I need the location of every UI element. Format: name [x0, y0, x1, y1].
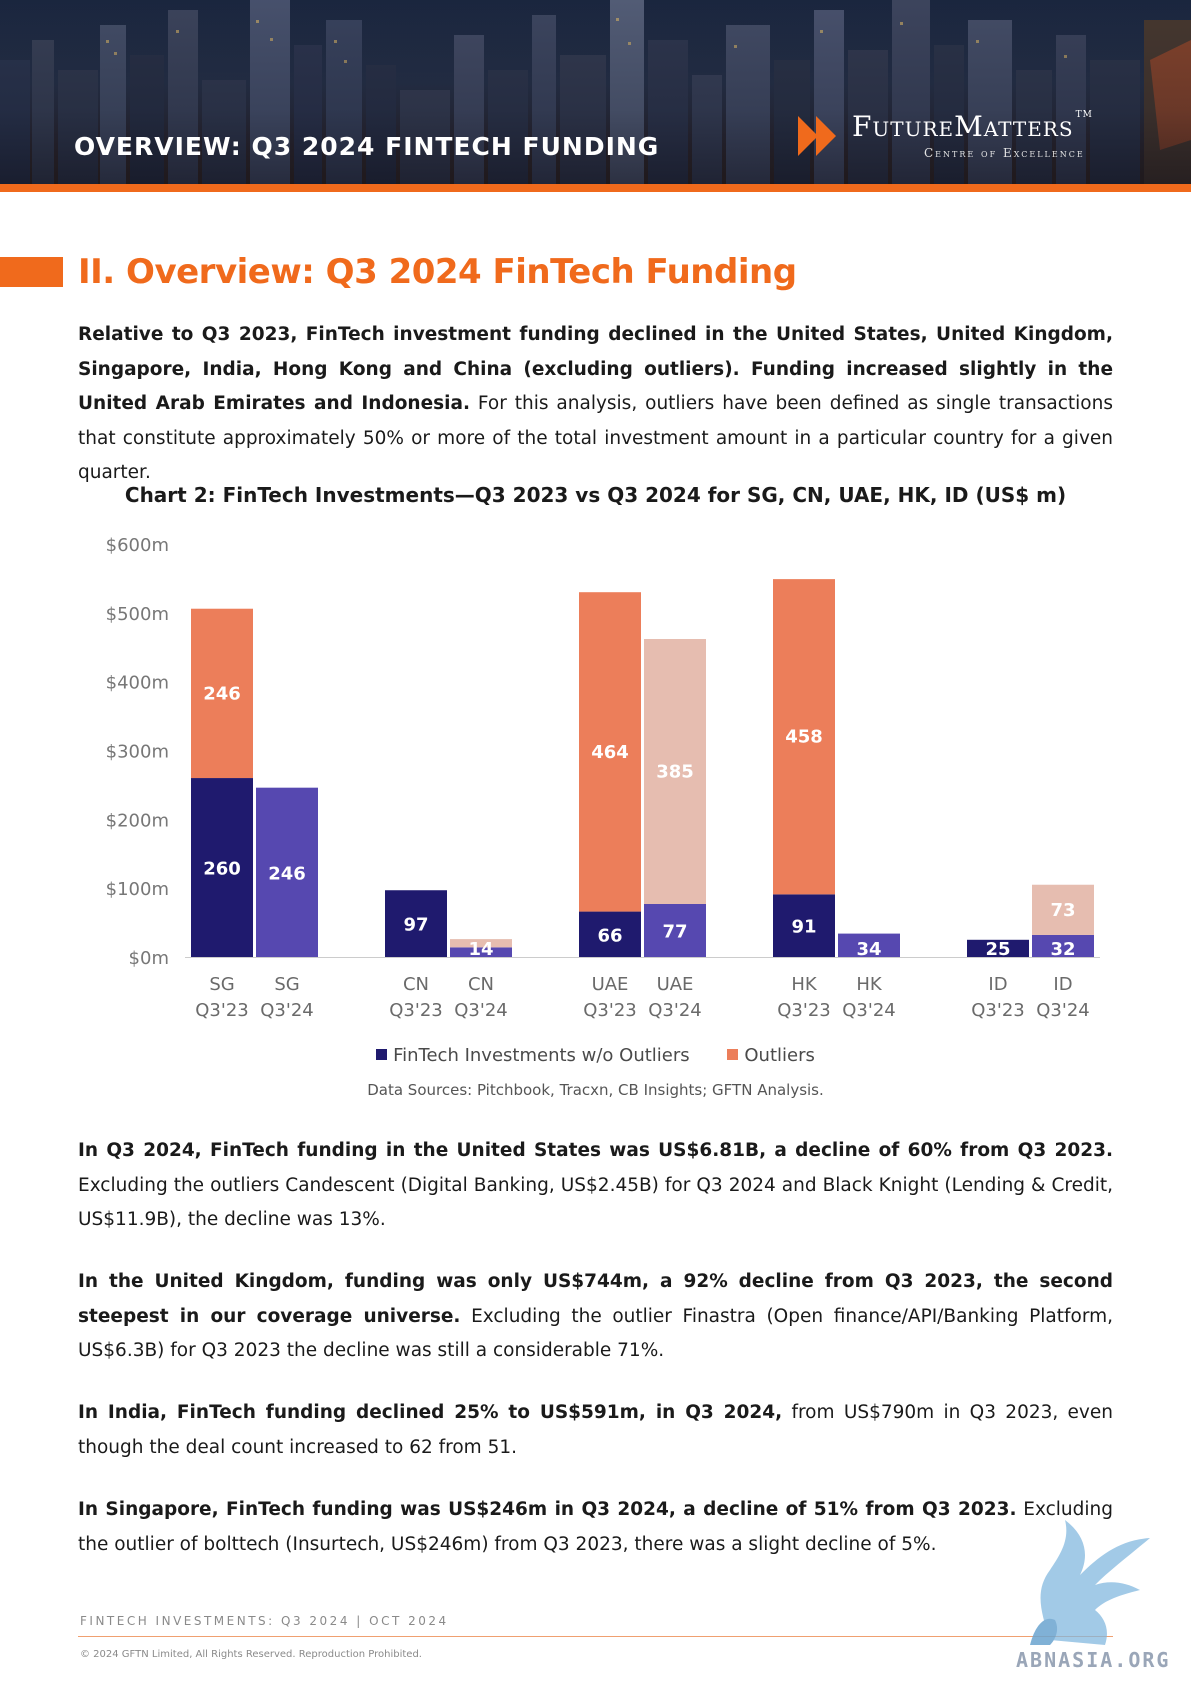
- uk-bold-text: In the United Kingdom, funding was only …: [78, 1271, 1113, 1327]
- chart-source: Data Sources: Pitchbook, Tracxn, CB Insi…: [367, 1081, 824, 1099]
- legend-swatch-outliers: [727, 1049, 739, 1060]
- y-tick-label: $200m: [106, 810, 169, 831]
- us-bold-text: In Q3 2024, FinTech funding in the Unite…: [78, 1140, 1113, 1161]
- banner-overlay: [0, 0, 1191, 184]
- legend-label-base: FinTech Investments w/o Outliers: [393, 1045, 690, 1066]
- double-arrow-icon: [798, 116, 836, 156]
- trademark-mark: TM: [1075, 110, 1093, 120]
- intro-bold-text: Relative to Q3 2023, FinTech investment …: [78, 324, 1113, 414]
- footer-copyright: © 2024 GFTN Limited, All Rights Reserved…: [80, 1649, 422, 1660]
- y-tick-label: $400m: [106, 673, 169, 694]
- data-label-outlier: 464: [591, 742, 629, 763]
- x-tick-country: HK: [856, 974, 883, 995]
- data-label-base: 32: [1050, 939, 1075, 960]
- bar-base-id-q324: [1032, 934, 1094, 957]
- data-label-outlier: 73: [1050, 900, 1075, 921]
- x-tick-country: SG: [274, 974, 299, 995]
- x-tick-country: ID: [988, 974, 1007, 995]
- x-tick-period: Q3'23: [777, 1000, 830, 1021]
- uk-text: Excluding the outlier Finastra (Open fin…: [78, 1305, 1114, 1362]
- y-tick-label: $500m: [106, 604, 169, 625]
- x-tick-country: HK: [791, 974, 818, 995]
- footer-report-label: FINTECH INVESTMENTS: Q3 2024 | OCT 2024: [80, 1614, 449, 1628]
- india-text: from US$790m in Q3 2023, even though the…: [78, 1402, 1113, 1458]
- section-title: II. Overview: Q3 2024 FinTech Funding: [78, 252, 797, 292]
- x-tick-period: Q3'24: [454, 1000, 507, 1021]
- x-tick-country: SG: [209, 974, 234, 995]
- bar-base-hk-q323: [773, 894, 835, 957]
- bar-base-uae-q324: [644, 904, 706, 957]
- bar-base-uae-q323: [579, 911, 641, 957]
- data-label-base: 14: [468, 939, 493, 960]
- bar-base-sg-q324: [256, 787, 318, 957]
- watermark-text: ABNASIA.ORG: [1016, 1648, 1171, 1672]
- chart-title: Chart 2: FinTech Investments—Q3 2023 vs …: [124, 483, 1067, 507]
- india-paragraph: In India, FinTech funding declined 25% t…: [78, 1396, 1113, 1465]
- bar-outlier-uae-q324: [644, 639, 706, 905]
- brand-tagline: Centre of Excellence: [924, 146, 1085, 160]
- bar-outlier-cn-q324: [450, 939, 512, 948]
- bar-base-hk-q324: [838, 933, 900, 957]
- x-tick-period: Q3'24: [842, 1000, 895, 1021]
- bar-outlier-id-q324: [1032, 884, 1094, 935]
- bar-base-sg-q323: [191, 778, 253, 957]
- x-tick-country: CN: [468, 974, 494, 995]
- legend-swatch-base: [376, 1049, 388, 1060]
- bar-base-cn-q324: [450, 947, 512, 957]
- chart-legend: FinTech Investments w/o Outliers Outlier…: [0, 1045, 1191, 1066]
- lion-watermark-logo: [1030, 1520, 1150, 1645]
- header-banner: OVERVIEW: Q3 2024 FINTECH FUNDING Future…: [0, 0, 1191, 184]
- x-tick-period: Q3'24: [260, 1000, 313, 1021]
- data-label-base: 246: [268, 863, 306, 884]
- x-tick-period: Q3'23: [971, 1000, 1024, 1021]
- y-tick-label: $100m: [106, 879, 169, 900]
- header-accent-strip: [0, 184, 1191, 192]
- x-tick-country: UAE: [592, 974, 629, 995]
- data-label-base: 34: [856, 939, 881, 960]
- y-tick-label: $300m: [106, 742, 169, 763]
- banner-title: OVERVIEW: Q3 2024 FINTECH FUNDING: [74, 132, 660, 161]
- bar-base-id-q323: [967, 939, 1029, 957]
- x-tick-period: Q3'24: [1036, 1000, 1089, 1021]
- bar-base-cn-q323: [385, 890, 447, 957]
- uk-paragraph: In the United Kingdom, funding was only …: [78, 1265, 1113, 1369]
- y-tick-label: $0m: [129, 948, 169, 969]
- legend-item-outliers: Outliers: [727, 1045, 815, 1066]
- y-tick-label: $600m: [106, 535, 169, 556]
- india-bold-text: In India, FinTech funding declined 25% t…: [78, 1402, 783, 1423]
- intro-paragraph: Relative to Q3 2023, FinTech investment …: [78, 318, 1113, 491]
- brand-logo: FutureMatters TM Centre of Excellence: [798, 110, 1138, 170]
- us-text: Excluding the outliers Candescent (Digit…: [78, 1174, 1113, 1231]
- bar-outlier-uae-q323: [579, 592, 641, 912]
- x-tick-period: Q3'23: [389, 1000, 442, 1021]
- data-label-outlier: 385: [656, 762, 694, 783]
- intro-text: For this analysis, outliers have been de…: [78, 393, 1113, 483]
- x-tick-period: Q3'23: [583, 1000, 636, 1021]
- singapore-bold-text: In Singapore, FinTech funding was US$246…: [78, 1499, 1017, 1520]
- singapore-paragraph: In Singapore, FinTech funding was US$246…: [78, 1493, 1113, 1562]
- section-marker: [0, 257, 63, 287]
- data-label-outlier: 458: [785, 727, 823, 748]
- x-tick-period: Q3'24: [648, 1000, 701, 1021]
- us-paragraph: In Q3 2024, FinTech funding in the Unite…: [78, 1134, 1113, 1238]
- data-label-base: 91: [791, 917, 816, 938]
- data-label-base: 77: [662, 922, 687, 943]
- data-label-base: 66: [597, 925, 622, 946]
- legend-label-outliers: Outliers: [744, 1045, 815, 1066]
- legend-item-base: FinTech Investments w/o Outliers: [376, 1045, 690, 1066]
- x-tick-country: CN: [403, 974, 429, 995]
- bar-outlier-sg-q323: [191, 608, 253, 779]
- investment-bar-chart: $0m $100m $200m $300m $400m $500m $600m 246 260 S…: [106, 535, 1100, 1021]
- bar-outlier-hk-q323: [773, 579, 835, 895]
- x-tick-country: UAE: [657, 974, 694, 995]
- data-label-base: 97: [403, 915, 428, 936]
- x-tick-country: ID: [1053, 974, 1072, 995]
- footer-divider: [78, 1636, 1113, 1637]
- data-label-base: 25: [985, 939, 1010, 960]
- data-label-outlier: 246: [203, 683, 241, 704]
- x-tick-period: Q3'23: [195, 1000, 248, 1021]
- brand-name: FutureMatters TM: [852, 110, 1093, 143]
- singapore-text: Excluding the outlier of bolttech (Insur…: [78, 1499, 1113, 1555]
- data-label-base: 260: [203, 859, 241, 880]
